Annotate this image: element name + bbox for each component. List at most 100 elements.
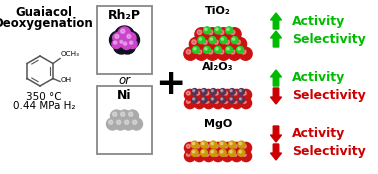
Text: Selectivity: Selectivity bbox=[292, 145, 366, 159]
Circle shape bbox=[231, 151, 242, 162]
Circle shape bbox=[192, 89, 198, 95]
Circle shape bbox=[199, 38, 201, 40]
Circle shape bbox=[212, 89, 223, 100]
Circle shape bbox=[200, 149, 208, 156]
Circle shape bbox=[242, 144, 246, 148]
Circle shape bbox=[214, 46, 222, 53]
Bar bbox=[97, 6, 152, 74]
Circle shape bbox=[224, 100, 228, 103]
Circle shape bbox=[203, 27, 211, 34]
Circle shape bbox=[121, 29, 125, 33]
Circle shape bbox=[194, 142, 205, 153]
Circle shape bbox=[209, 37, 216, 44]
Circle shape bbox=[121, 31, 139, 49]
Circle shape bbox=[210, 97, 216, 103]
Circle shape bbox=[226, 46, 232, 53]
Circle shape bbox=[216, 28, 218, 30]
Circle shape bbox=[202, 142, 204, 145]
Text: Activity: Activity bbox=[292, 128, 345, 140]
Circle shape bbox=[221, 38, 224, 40]
Text: Al₂O₃: Al₂O₃ bbox=[202, 62, 234, 72]
Circle shape bbox=[110, 31, 127, 49]
Text: Activity: Activity bbox=[292, 72, 345, 85]
Circle shape bbox=[234, 38, 246, 50]
Circle shape bbox=[184, 151, 195, 162]
Circle shape bbox=[240, 98, 251, 109]
Circle shape bbox=[211, 98, 214, 100]
Circle shape bbox=[219, 149, 226, 156]
Circle shape bbox=[205, 144, 209, 148]
Circle shape bbox=[212, 151, 223, 162]
Circle shape bbox=[203, 151, 214, 162]
Circle shape bbox=[233, 91, 237, 95]
Circle shape bbox=[242, 50, 246, 54]
Circle shape bbox=[113, 33, 124, 44]
Circle shape bbox=[212, 98, 223, 109]
Circle shape bbox=[196, 153, 200, 156]
Circle shape bbox=[189, 38, 202, 50]
Circle shape bbox=[125, 33, 136, 44]
Circle shape bbox=[242, 153, 246, 156]
Circle shape bbox=[202, 151, 204, 153]
Circle shape bbox=[203, 89, 214, 100]
Circle shape bbox=[186, 91, 190, 95]
Circle shape bbox=[113, 41, 117, 44]
Circle shape bbox=[196, 144, 200, 148]
Circle shape bbox=[210, 149, 217, 156]
Circle shape bbox=[212, 38, 225, 50]
Circle shape bbox=[202, 90, 204, 92]
Circle shape bbox=[214, 100, 218, 103]
FancyArrow shape bbox=[271, 70, 282, 86]
Circle shape bbox=[216, 48, 218, 50]
Circle shape bbox=[116, 41, 122, 46]
Circle shape bbox=[203, 142, 214, 153]
Text: Deoxygenation: Deoxygenation bbox=[0, 17, 94, 30]
Circle shape bbox=[206, 28, 219, 41]
Circle shape bbox=[214, 27, 222, 34]
FancyArrow shape bbox=[271, 31, 282, 47]
Circle shape bbox=[221, 90, 223, 92]
FancyArrow shape bbox=[271, 144, 282, 160]
Circle shape bbox=[203, 40, 207, 44]
Circle shape bbox=[219, 50, 224, 54]
Circle shape bbox=[122, 41, 128, 46]
Circle shape bbox=[184, 98, 195, 109]
Circle shape bbox=[110, 110, 122, 122]
Circle shape bbox=[229, 97, 235, 103]
Circle shape bbox=[239, 90, 242, 92]
Circle shape bbox=[184, 47, 197, 60]
Circle shape bbox=[122, 118, 135, 130]
Text: MgO: MgO bbox=[204, 119, 232, 129]
Circle shape bbox=[225, 40, 229, 44]
Circle shape bbox=[239, 151, 242, 153]
Circle shape bbox=[220, 97, 226, 103]
Circle shape bbox=[113, 38, 130, 54]
Circle shape bbox=[214, 40, 218, 44]
Circle shape bbox=[113, 34, 119, 40]
Circle shape bbox=[222, 89, 233, 100]
FancyArrow shape bbox=[271, 13, 282, 29]
Circle shape bbox=[220, 37, 227, 44]
Circle shape bbox=[125, 34, 131, 40]
Circle shape bbox=[233, 144, 237, 148]
Circle shape bbox=[238, 48, 240, 50]
Circle shape bbox=[201, 89, 207, 95]
Circle shape bbox=[238, 141, 245, 148]
Circle shape bbox=[196, 100, 200, 103]
Circle shape bbox=[130, 41, 133, 44]
Text: 0.44 MPa H₂: 0.44 MPa H₂ bbox=[13, 101, 75, 111]
Circle shape bbox=[222, 98, 233, 109]
Circle shape bbox=[192, 40, 196, 44]
Circle shape bbox=[231, 98, 242, 109]
Circle shape bbox=[223, 38, 235, 50]
Circle shape bbox=[116, 120, 121, 124]
Circle shape bbox=[228, 28, 241, 41]
Circle shape bbox=[210, 38, 213, 40]
Circle shape bbox=[194, 48, 196, 50]
Circle shape bbox=[214, 153, 218, 156]
Circle shape bbox=[125, 120, 129, 124]
Circle shape bbox=[191, 149, 198, 156]
Circle shape bbox=[239, 89, 244, 95]
Circle shape bbox=[231, 37, 238, 44]
Circle shape bbox=[202, 98, 204, 100]
